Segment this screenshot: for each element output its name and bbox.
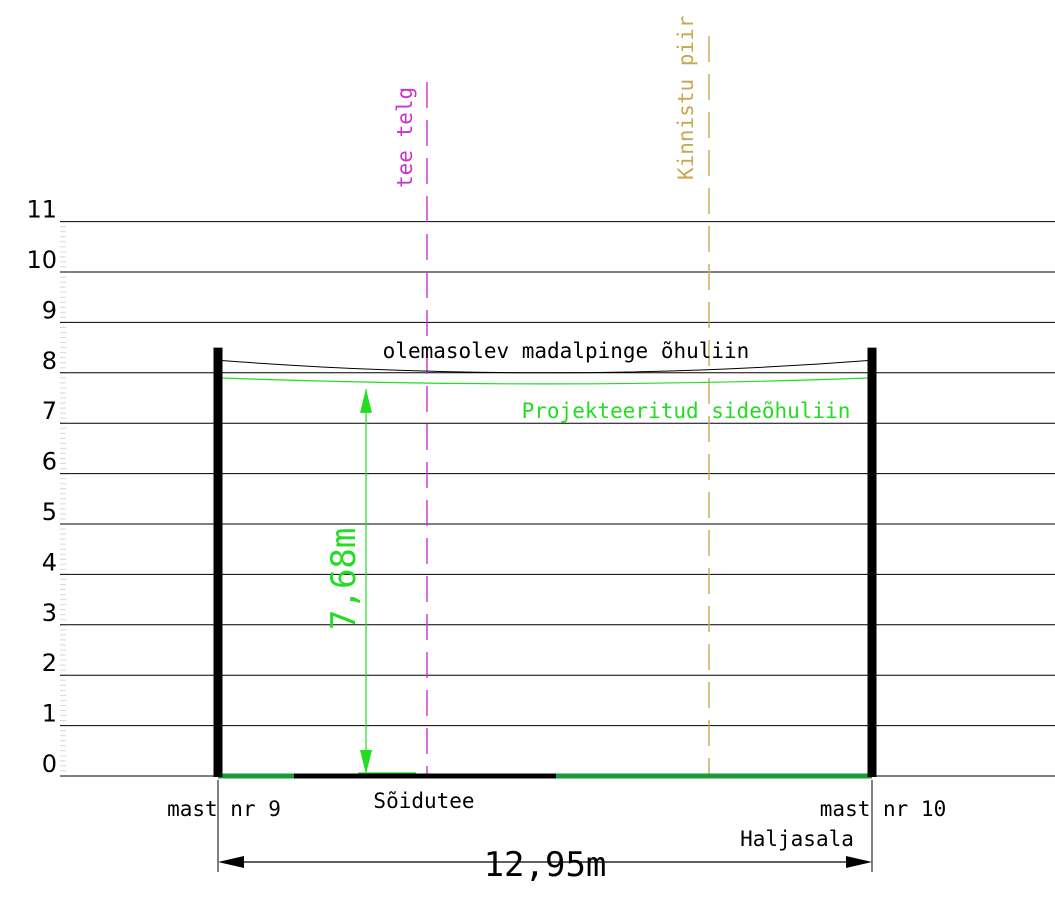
y-axis-minor-ticks [60, 221, 66, 777]
span-arrow-left [218, 856, 244, 868]
property-border-label: Kinnistu piir [674, 16, 698, 180]
tick-label-3: 3 [42, 599, 57, 627]
projected-telecom-line [217, 377, 873, 385]
clearance-arrow-bottom [360, 750, 372, 774]
clearance-value-label: 7,68m [324, 528, 364, 630]
span-value-label: 12,95m [484, 845, 607, 885]
tick-label-0: 0 [42, 750, 57, 778]
projected-line-label: Projekteeritud sideõhuliin [522, 399, 851, 423]
road-axis-label: tee telg [393, 87, 417, 188]
tick-label-9: 9 [42, 296, 57, 324]
tick-label-2: 2 [42, 649, 57, 677]
grass-label: Haljasala [740, 827, 854, 851]
existing-line-label: olemasolev madalpinge õhuliin [383, 339, 750, 363]
y-axis-tick-labels: 0 1 2 3 4 5 6 7 8 9 10 11 [26, 196, 57, 778]
tick-label-5: 5 [42, 498, 57, 526]
tick-label-7: 7 [42, 397, 57, 425]
tick-label-10: 10 [26, 246, 57, 274]
mast-left-label: mast nr 9 [167, 797, 281, 821]
road-label: Sõidutee [373, 789, 474, 813]
tick-label-6: 6 [42, 448, 57, 476]
tick-label-1: 1 [42, 700, 57, 728]
tick-label-4: 4 [42, 548, 57, 576]
existing-overhead-line [217, 359, 873, 374]
tick-label-8: 8 [42, 347, 57, 375]
height-gridlines [60, 221, 1055, 777]
mast-right-label: mast nr 10 [820, 797, 946, 821]
span-arrow-right [846, 856, 872, 868]
clearance-arrow-top [360, 388, 372, 413]
tick-label-11: 11 [26, 196, 57, 224]
